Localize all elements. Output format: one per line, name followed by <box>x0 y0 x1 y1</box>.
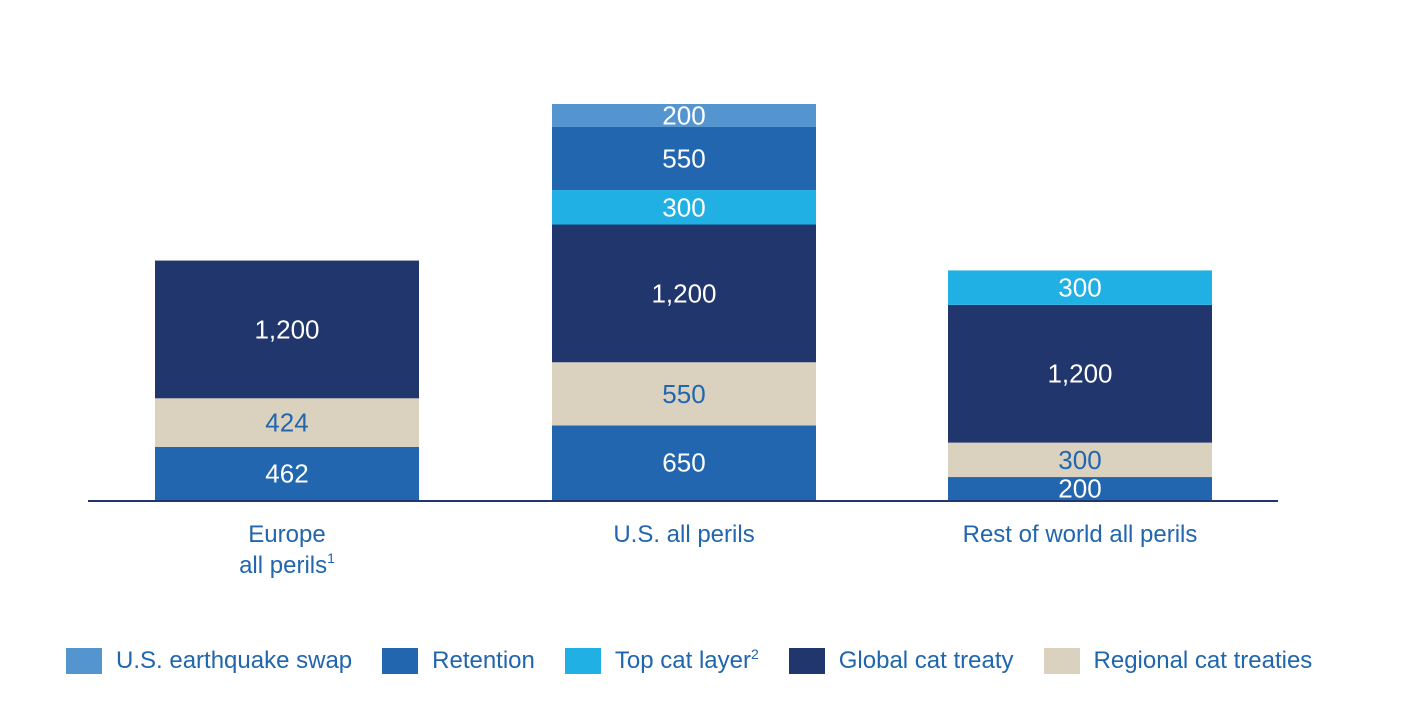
legend-label: U.S. earthquake swap <box>116 646 353 674</box>
category-label-line2: all perils1 <box>239 550 335 579</box>
legend-item: Retention <box>382 647 535 675</box>
bar-segment <box>552 104 816 127</box>
bar-segment <box>948 442 1212 478</box>
category-label: Europe <box>248 521 325 548</box>
data-label: 1,200 <box>254 314 319 344</box>
legend-label: Global cat treaty <box>838 646 1014 674</box>
legend-swatch <box>66 647 102 674</box>
data-label: 300 <box>662 192 705 222</box>
bar-segment <box>948 477 1212 500</box>
legend-swatch <box>382 647 419 674</box>
legend-label: Retention <box>432 646 535 674</box>
legend-item: Regional cat treaties <box>1043 646 1313 675</box>
bar-segment <box>948 270 1212 305</box>
bar-segment <box>552 362 816 426</box>
data-label: 200 <box>1058 474 1101 504</box>
bar-segment <box>552 126 816 191</box>
legend-item: Global cat treaty <box>788 646 1014 675</box>
legend-swatch <box>788 647 825 674</box>
legend-label: Top cat layer2 <box>614 646 759 674</box>
legend-item: U.S. earthquake swap <box>66 647 352 675</box>
legend: U.S. earthquake swap Retention Top cat lay… <box>66 646 1342 675</box>
bar-segment <box>552 190 816 225</box>
category-label: U.S. all perils <box>613 521 754 548</box>
bar-segment <box>552 224 816 363</box>
legend-label: Regional cat treaties <box>1093 646 1313 674</box>
data-label: 650 <box>662 448 705 478</box>
data-label: 1,200 <box>651 278 716 308</box>
data-label: 550 <box>662 144 705 174</box>
bar-segment <box>948 304 1212 443</box>
category-label: Rest of world all perils <box>963 521 1198 548</box>
legend-swatch <box>564 647 601 674</box>
data-label: 424 <box>265 408 308 438</box>
data-label: 300 <box>1058 273 1101 303</box>
bar-segment <box>552 425 816 500</box>
bar-segment <box>155 398 419 447</box>
bar-segment <box>155 446 419 500</box>
data-label: 550 <box>662 379 705 409</box>
legend-item: Top cat layer2 <box>564 646 759 675</box>
data-label: 300 <box>1058 445 1101 475</box>
data-label: 462 <box>265 458 308 488</box>
legend-swatch <box>1043 647 1080 674</box>
bar-segment <box>155 260 419 399</box>
data-label: 1,200 <box>1047 359 1112 389</box>
data-label: 200 <box>662 100 705 130</box>
